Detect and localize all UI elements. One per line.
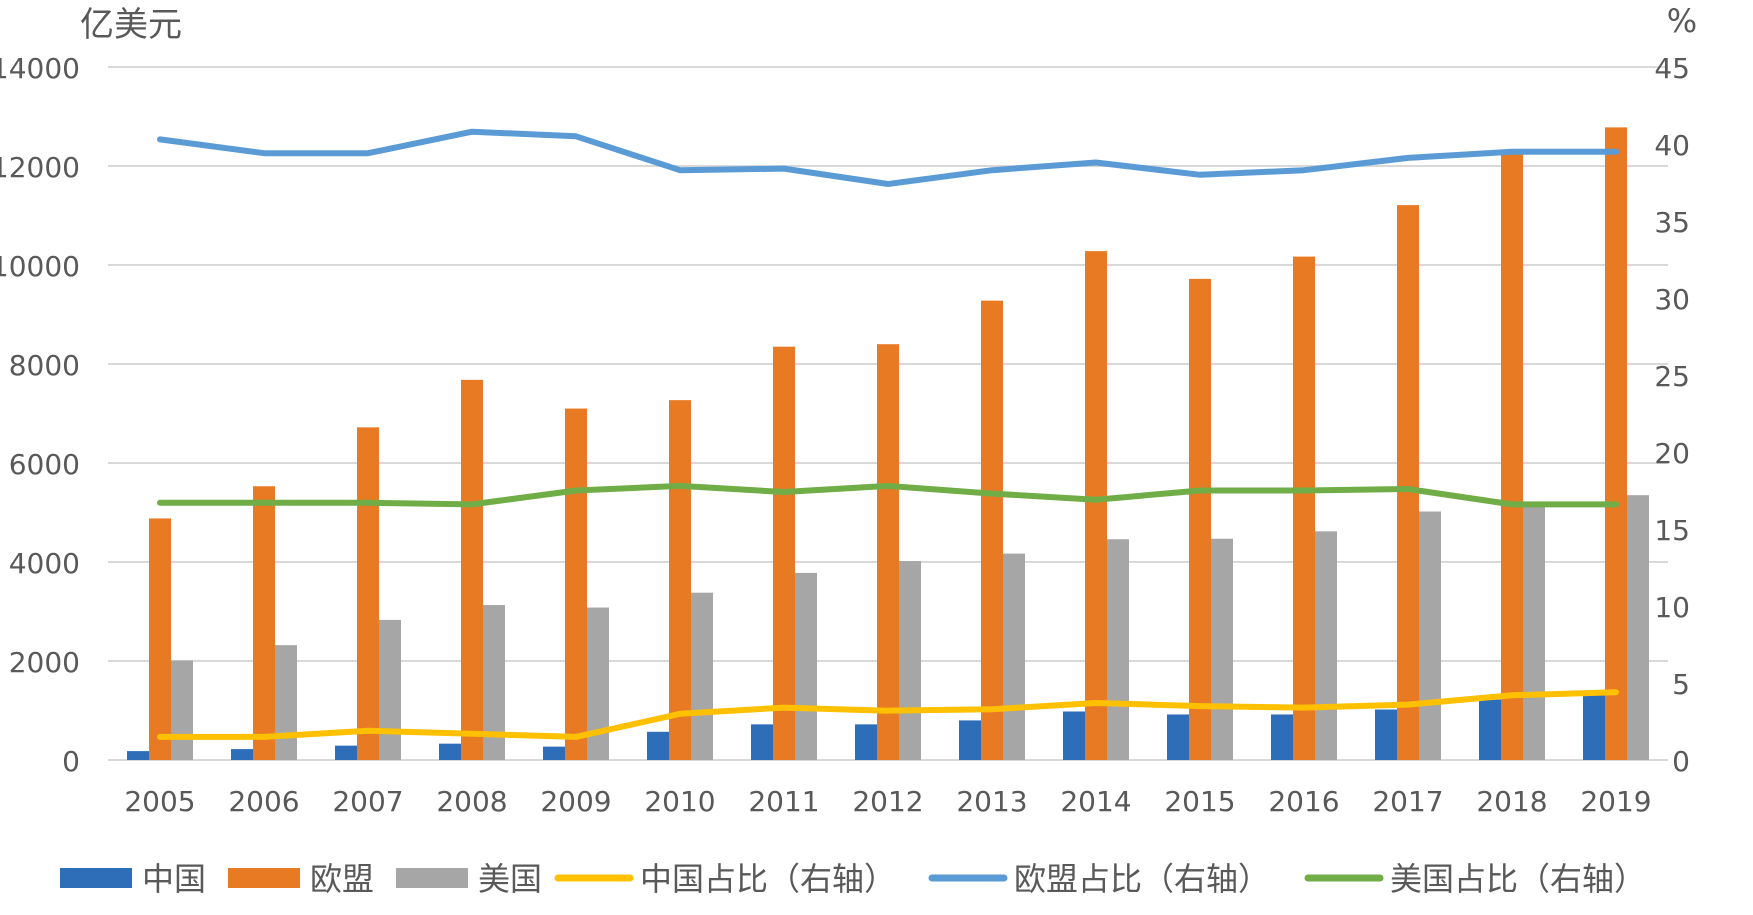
bar [1189, 278, 1211, 760]
bar [1211, 538, 1233, 760]
series-line [157, 128, 1619, 187]
series-line [157, 689, 1619, 740]
bar [275, 645, 297, 760]
bar [1583, 695, 1605, 760]
x-tick-label: 2013 [956, 785, 1027, 818]
bar [127, 751, 149, 760]
bar [461, 379, 483, 760]
y-left-tick-label: 0 [62, 745, 80, 778]
bar [751, 724, 773, 760]
x-tick-label: 2008 [436, 785, 507, 818]
bar [1293, 256, 1315, 760]
bar [1167, 714, 1189, 760]
x-tick-label: 2019 [1580, 785, 1651, 818]
y-right-tick-label: 45 [1654, 52, 1690, 85]
bar [171, 660, 193, 760]
bar [1479, 699, 1501, 760]
legend-swatch [60, 868, 132, 888]
y-left-tick-label: 6000 [9, 448, 80, 481]
x-tick-label: 2015 [1164, 785, 1235, 818]
bar [1605, 127, 1627, 760]
y-right-tick-label: 20 [1654, 437, 1690, 470]
y-left-tick-label: 8000 [9, 349, 80, 382]
bars [127, 127, 1649, 761]
y-right-tick-label: 25 [1654, 360, 1690, 393]
bar [1523, 504, 1545, 760]
bar [231, 749, 253, 760]
bar [1315, 531, 1337, 760]
y-right-tick-label: 0 [1672, 745, 1690, 778]
bar [669, 400, 691, 760]
legend-label: 欧盟 [310, 860, 374, 898]
y-left-tick-label: 2000 [9, 646, 80, 679]
legend-label: 中国占比（右轴） [640, 860, 896, 898]
y-left-tick-label: 10000 [0, 250, 80, 283]
y-right-tick-label: 35 [1654, 206, 1690, 239]
series-line [157, 482, 1619, 508]
y-left-unit-label: 亿美元 [80, 5, 182, 45]
bar [1375, 709, 1397, 760]
x-tick-label: 2012 [852, 785, 923, 818]
bar [1271, 714, 1293, 760]
x-tick-label: 2005 [124, 785, 195, 818]
bar [1501, 152, 1523, 760]
y-right-tick-label: 30 [1654, 283, 1690, 316]
legend-swatch [228, 868, 300, 888]
bar [543, 746, 565, 760]
y-right-unit-label: % [1667, 2, 1697, 40]
y-left-tick-label: 12000 [0, 151, 80, 184]
y-left-tick-label: 14000 [0, 52, 80, 85]
x-tick-label: 2011 [748, 785, 819, 818]
legend-label: 欧盟占比（右轴） [1014, 860, 1270, 898]
legend-label: 美国占比（右轴） [1390, 860, 1646, 898]
bar [1627, 495, 1649, 760]
bar [773, 346, 795, 760]
bar [855, 724, 877, 760]
x-tick-label: 2007 [332, 785, 403, 818]
axes: 亿美元 % 0 2000 4000 6000 8000 10000 12000 14000 0 5… [0, 2, 1697, 818]
bar [1085, 251, 1107, 760]
bar [877, 344, 899, 760]
bar [379, 619, 401, 760]
bar [1107, 539, 1129, 760]
bar [439, 743, 461, 760]
bar [1003, 553, 1025, 760]
bar [981, 300, 1003, 760]
bar [899, 561, 921, 760]
x-tick-label: 2009 [540, 785, 611, 818]
legend: 中国 欧盟 美国 中国占比（右轴） 欧盟占比（右轴） 美国占比（右轴） [60, 860, 1646, 898]
bar [587, 607, 609, 760]
bar [335, 745, 357, 760]
bar [483, 605, 505, 760]
x-tick-label: 2010 [644, 785, 715, 818]
x-tick-label: 2006 [228, 785, 299, 818]
bar [691, 592, 713, 760]
bar [1397, 205, 1419, 761]
x-tick-label: 2017 [1372, 785, 1443, 818]
x-tick-label: 2014 [1060, 785, 1131, 818]
x-tick-label: 2016 [1268, 785, 1339, 818]
bar [565, 408, 587, 760]
y-right-tick-label: 5 [1672, 668, 1690, 701]
bar [647, 731, 669, 760]
bar [149, 518, 171, 760]
bar [253, 486, 275, 760]
bar [1419, 511, 1441, 760]
legend-label: 美国 [478, 860, 542, 898]
bar [1063, 711, 1085, 760]
bar [795, 572, 817, 760]
y-right-tick-label: 10 [1654, 591, 1690, 624]
bar [357, 427, 379, 760]
legend-swatch [396, 868, 468, 888]
bar [959, 720, 981, 760]
lines [157, 128, 1619, 740]
x-tick-label: 2018 [1476, 785, 1547, 818]
legend-label: 中国 [142, 860, 206, 898]
y-right-tick-label: 40 [1654, 129, 1690, 162]
y-left-tick-label: 4000 [9, 547, 80, 580]
y-right-tick-label: 15 [1654, 514, 1690, 547]
